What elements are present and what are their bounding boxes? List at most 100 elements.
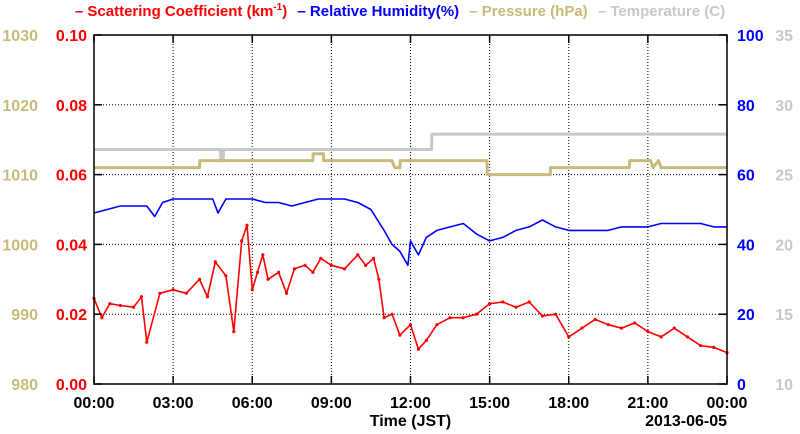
scattering-point bbox=[131, 305, 136, 309]
y-tick-label-right-inner: 20 bbox=[737, 307, 755, 324]
y-tick-label-right-inner: 60 bbox=[737, 168, 755, 185]
y-tick-label-right-outer: 30 bbox=[775, 98, 793, 115]
scattering-point bbox=[567, 335, 571, 339]
scattering-point bbox=[118, 303, 122, 308]
scattering-point bbox=[197, 277, 202, 281]
y-tick-label-right-inner: 40 bbox=[737, 237, 755, 254]
scattering-point bbox=[488, 302, 492, 306]
scattering-point bbox=[435, 323, 439, 327]
scattering-point bbox=[255, 270, 260, 274]
scattering-point bbox=[448, 316, 452, 320]
scattering-point bbox=[250, 288, 254, 292]
legend-humidity-label: Relative Humidity(%) bbox=[309, 3, 460, 20]
scattering-point bbox=[672, 326, 676, 330]
y-tick-label-right-outer: 15 bbox=[775, 307, 793, 324]
legend-pressure: – Pressure (hPa) bbox=[469, 3, 588, 20]
scattering-point bbox=[319, 256, 323, 260]
scattering-point bbox=[245, 223, 249, 227]
scattering-point bbox=[139, 295, 144, 299]
y-tick-label-right-outer: 35 bbox=[775, 28, 793, 45]
scattering-point bbox=[398, 333, 402, 337]
x-tick-label: 06:00 bbox=[232, 395, 273, 412]
scattering-point bbox=[277, 270, 281, 274]
scattering-point bbox=[382, 316, 386, 320]
scattering-point bbox=[261, 253, 265, 257]
scattering-point bbox=[606, 323, 610, 327]
scattering-point bbox=[158, 291, 162, 295]
y-tick-label-left-outer: 1000 bbox=[2, 237, 38, 254]
scattering-point bbox=[342, 267, 347, 271]
scattering-point bbox=[100, 316, 104, 320]
y-tick-label-left-inner: 0.00 bbox=[56, 377, 87, 394]
y-tick-label-left-outer: 1010 bbox=[2, 168, 38, 185]
legend-scattering-unit-exp: -1 bbox=[273, 2, 283, 13]
scattering-point bbox=[356, 253, 360, 257]
scattering-point bbox=[659, 335, 663, 339]
scattering-point bbox=[474, 312, 479, 316]
x-tick-label: 09:00 bbox=[311, 395, 352, 412]
scattering-point bbox=[424, 338, 428, 342]
y-tick-label-left-outer: 980 bbox=[11, 377, 38, 394]
scattering-point bbox=[527, 300, 531, 304]
scattering-point bbox=[580, 326, 584, 330]
y-tick-label-left-outer: 990 bbox=[11, 307, 38, 324]
x-tick-label: 21:00 bbox=[627, 395, 668, 412]
scattering-point bbox=[371, 256, 376, 260]
legend-scattering-label: Scattering Coefficient bbox=[87, 3, 243, 20]
y-tick-label-right-inner: 0 bbox=[737, 377, 746, 394]
legend-scattering-unit: km bbox=[251, 3, 274, 20]
scattering-point bbox=[171, 288, 175, 292]
scattering-point bbox=[712, 345, 716, 349]
scattering-point bbox=[377, 277, 381, 281]
scattering-point bbox=[292, 267, 297, 271]
scattering-point bbox=[646, 330, 650, 334]
scattering-point bbox=[184, 291, 188, 295]
scattering-point bbox=[619, 326, 624, 330]
x-tick-label: 03:00 bbox=[153, 395, 194, 412]
series-line-1 bbox=[93, 198, 727, 267]
scattering-point bbox=[213, 260, 217, 264]
scattering-point bbox=[553, 312, 558, 316]
legend-temperature-label: Temperature (C) bbox=[610, 3, 726, 20]
scattering-point bbox=[224, 274, 228, 278]
scattering-point bbox=[699, 344, 703, 348]
y-tick-label-left-inner: 0.08 bbox=[56, 98, 87, 115]
scattering-point bbox=[205, 295, 210, 299]
scattering-point bbox=[408, 323, 413, 327]
y-tick-label-right-inner: 100 bbox=[737, 28, 764, 45]
scattering-point bbox=[540, 314, 544, 318]
scattering-point bbox=[633, 321, 637, 325]
scattering-point bbox=[303, 263, 307, 267]
y-tick-label-right-outer: 25 bbox=[775, 168, 793, 185]
scattering-point bbox=[501, 300, 505, 304]
scattering-point bbox=[240, 239, 244, 243]
x-axis-title: Time (JST) bbox=[370, 413, 452, 430]
scattering-point bbox=[685, 335, 690, 339]
series-line-3 bbox=[94, 132, 727, 163]
x-tick-label: 18:00 bbox=[548, 395, 589, 412]
x-tick-label: 00:00 bbox=[707, 395, 748, 412]
x-tick-label: 15:00 bbox=[469, 395, 510, 412]
scattering-point bbox=[284, 291, 289, 295]
scattering-point bbox=[416, 347, 421, 351]
legend-scattering: – Scattering Coefficient (km-1) bbox=[74, 2, 288, 20]
y-tick-label-right-outer: 10 bbox=[775, 377, 793, 394]
legend-temperature: – Temperature (C) bbox=[597, 3, 726, 20]
date-label: 2013-06-05 bbox=[645, 413, 727, 430]
x-tick-label: 12:00 bbox=[390, 395, 431, 412]
y-tick-label-left-outer: 1030 bbox=[2, 28, 38, 45]
legend-humidity: – Relative Humidity(%) bbox=[297, 3, 460, 20]
series-line-0 bbox=[93, 224, 728, 354]
y-tick-label-left-inner: 0.10 bbox=[56, 28, 87, 45]
chart-legend: – Scattering Coefficient (km-1) – Relati… bbox=[0, 2, 800, 20]
y-tick-label-right-inner: 80 bbox=[737, 98, 755, 115]
scattering-point bbox=[108, 302, 112, 306]
legend-pressure-label: Pressure (hPa) bbox=[481, 3, 588, 20]
y-tick-label-left-inner: 0.02 bbox=[56, 307, 87, 324]
scattering-point bbox=[390, 312, 394, 316]
scattering-point bbox=[593, 317, 597, 322]
scattering-point bbox=[461, 316, 465, 320]
scattering-point bbox=[232, 330, 236, 334]
